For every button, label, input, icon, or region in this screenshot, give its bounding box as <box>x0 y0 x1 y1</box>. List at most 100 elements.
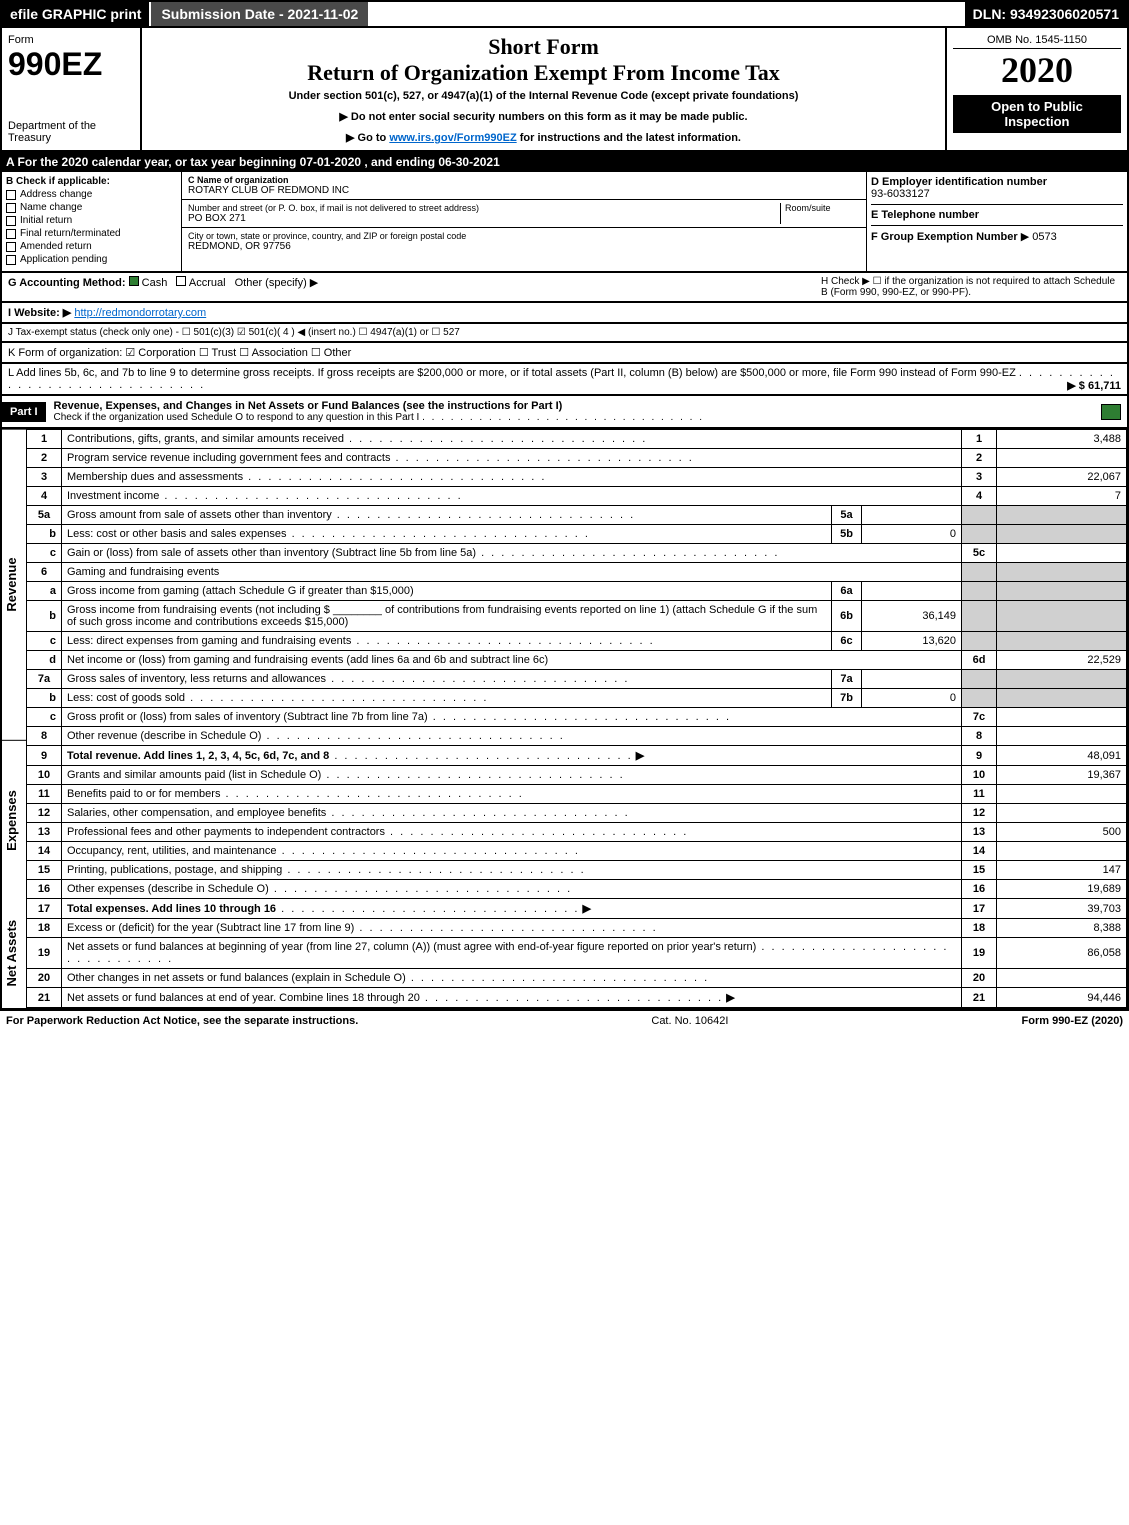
line-6: 6 Gaming and fundraising events <box>27 563 1127 582</box>
line-7a: 7a Gross sales of inventory, less return… <box>27 670 1127 689</box>
accounting-label: G Accounting Method: <box>8 277 126 289</box>
header-left: Form 990EZ Department of the Treasury <box>2 28 142 150</box>
line-5a: 5a Gross amount from sale of assets othe… <box>27 506 1127 525</box>
line-17: 17 Total expenses. Add lines 10 through … <box>27 899 1127 919</box>
footer-right: Form 990-EZ (2020) <box>1022 1015 1123 1027</box>
cb-accrual[interactable] <box>176 276 186 286</box>
group-exempt-label: F Group Exemption Number <box>871 231 1018 243</box>
netassets-label: Net Assets <box>2 899 26 1008</box>
omb-number: OMB No. 1545-1150 <box>953 34 1121 49</box>
line-8: 8 Other revenue (describe in Schedule O)… <box>27 727 1127 746</box>
ein-value: 93-6033127 <box>871 188 1123 200</box>
cb-cash[interactable] <box>129 276 139 286</box>
line-3: 3 Membership dues and assessments 3 22,0… <box>27 468 1127 487</box>
footer-left: For Paperwork Reduction Act Notice, see … <box>6 1015 358 1027</box>
section-b-label: B Check if applicable: <box>6 176 177 187</box>
short-form-title: Short Form <box>148 34 939 60</box>
expenses-label: Expenses <box>2 740 26 900</box>
line-6c: c Less: direct expenses from gaming and … <box>27 632 1127 651</box>
cb-pending[interactable]: Application pending <box>6 254 177 265</box>
line-5b: b Less: cost or other basis and sales ex… <box>27 525 1127 544</box>
line-14: 14 Occupancy, rent, utilities, and maint… <box>27 842 1127 861</box>
room-label: Room/suite <box>785 203 860 213</box>
irs-link[interactable]: www.irs.gov/Form990EZ <box>389 132 516 144</box>
line-6a: a Gross income from gaming (attach Sched… <box>27 582 1127 601</box>
line-9: 9 Total revenue. Add lines 1, 2, 3, 4, 5… <box>27 746 1127 766</box>
form-label: Form <box>8 34 134 46</box>
goto-notice: ▶ Go to www.irs.gov/Form990EZ for instru… <box>148 131 939 144</box>
line-21: 21 Net assets or fund balances at end of… <box>27 988 1127 1008</box>
line-6b: b Gross income from fundraising events (… <box>27 601 1127 632</box>
page-footer: For Paperwork Reduction Act Notice, see … <box>0 1010 1129 1031</box>
tax-year: 2020 <box>953 49 1121 91</box>
under-section: Under section 501(c), 527, or 4947(a)(1)… <box>148 90 939 102</box>
goto-text: ▶ Go to <box>346 132 389 144</box>
line-2: 2 Program service revenue including gove… <box>27 449 1127 468</box>
lines-table: 1 Contributions, gifts, grants, and simi… <box>26 429 1127 1008</box>
section-l-text: L Add lines 5b, 6c, and 7b to line 9 to … <box>8 367 1016 379</box>
group-exempt-value: ▶ 0573 <box>1021 231 1057 243</box>
section-h: H Check ▶ ☐ if the organization is not r… <box>821 276 1121 298</box>
org-name: ROTARY CLUB OF REDMOND INC <box>188 185 860 196</box>
ein-label: D Employer identification number <box>871 176 1123 188</box>
line-13: 13 Professional fees and other payments … <box>27 823 1127 842</box>
line-16: 16 Other expenses (describe in Schedule … <box>27 880 1127 899</box>
line-19: 19 Net assets or fund balances at beginn… <box>27 938 1127 969</box>
tax-period: A For the 2020 calendar year, or tax yea… <box>0 152 1129 172</box>
goto-suffix: for instructions and the latest informat… <box>517 132 741 144</box>
efile-print-label[interactable]: efile GRAPHIC print <box>2 2 149 26</box>
city-label: City or town, state or province, country… <box>188 231 860 241</box>
form-header: Form 990EZ Department of the Treasury Sh… <box>0 28 1129 152</box>
footer-mid: Cat. No. 10642I <box>651 1015 728 1027</box>
ssn-notice: ▶ Do not enter social security numbers o… <box>148 110 939 123</box>
cb-address-change[interactable]: Address change <box>6 189 177 200</box>
line-5c: c Gain or (loss) from sale of assets oth… <box>27 544 1127 563</box>
cb-amended[interactable]: Amended return <box>6 241 177 252</box>
section-def: D Employer identification number 93-6033… <box>867 172 1127 271</box>
line-4: 4 Investment income 4 7 <box>27 487 1127 506</box>
cb-initial-return[interactable]: Initial return <box>6 215 177 226</box>
line-7b: b Less: cost of goods sold 7b 0 <box>27 689 1127 708</box>
open-public: Open to Public Inspection <box>953 95 1121 133</box>
revenue-label: Revenue <box>2 429 26 740</box>
top-bar: efile GRAPHIC print Submission Date - 20… <box>0 0 1129 28</box>
part1-body: Revenue Expenses Net Assets 1 Contributi… <box>0 429 1129 1010</box>
street-value: PO BOX 271 <box>188 213 780 224</box>
website-url[interactable]: http://redmondorrotary.com <box>74 307 206 319</box>
header-center: Short Form Return of Organization Exempt… <box>142 28 947 150</box>
schedule-o-check[interactable] <box>1101 404 1121 420</box>
section-i: I Website: ▶ http://redmondorrotary.com <box>0 303 1129 324</box>
dln-number: DLN: 93492306020571 <box>965 2 1127 26</box>
part1-title: Revenue, Expenses, and Changes in Net As… <box>46 396 1101 427</box>
section-l-amount: ▶ $ 61,711 <box>1067 379 1121 392</box>
line-15: 15 Printing, publications, postage, and … <box>27 861 1127 880</box>
form-number: 990EZ <box>8 46 134 83</box>
section-gh: G Accounting Method: Cash Accrual Other … <box>0 273 1129 303</box>
city-value: REDMOND, OR 97756 <box>188 241 860 252</box>
org-name-label: C Name of organization <box>188 175 860 185</box>
dept-treasury: Department of the Treasury <box>8 120 134 144</box>
submission-date: Submission Date - 2021-11-02 <box>149 2 368 26</box>
line-7c: c Gross profit or (loss) from sales of i… <box>27 708 1127 727</box>
line-10: 10 Grants and similar amounts paid (list… <box>27 766 1127 785</box>
cb-final-return[interactable]: Final return/terminated <box>6 228 177 239</box>
section-b: B Check if applicable: Address change Na… <box>2 172 182 271</box>
website-label: I Website: ▶ <box>8 307 71 319</box>
line-18: 18 Excess or (deficit) for the year (Sub… <box>27 919 1127 938</box>
line-12: 12 Salaries, other compensation, and emp… <box>27 804 1127 823</box>
section-k: K Form of organization: ☑ Corporation ☐ … <box>0 343 1129 364</box>
info-grid: B Check if applicable: Address change Na… <box>0 172 1129 273</box>
street-label: Number and street (or P. O. box, if mail… <box>188 203 780 213</box>
line-20: 20 Other changes in net assets or fund b… <box>27 969 1127 988</box>
section-c: C Name of organization ROTARY CLUB OF RE… <box>182 172 867 271</box>
header-right: OMB No. 1545-1150 2020 Open to Public In… <box>947 28 1127 150</box>
part1-header: Part I Revenue, Expenses, and Changes in… <box>0 396 1129 429</box>
section-l: L Add lines 5b, 6c, and 7b to line 9 to … <box>0 364 1129 396</box>
line-1: 1 Contributions, gifts, grants, and simi… <box>27 430 1127 449</box>
cb-name-change[interactable]: Name change <box>6 202 177 213</box>
line-6d: d Net income or (loss) from gaming and f… <box>27 651 1127 670</box>
return-title: Return of Organization Exempt From Incom… <box>148 60 939 86</box>
part1-label: Part I <box>2 402 46 422</box>
phone-label: E Telephone number <box>871 209 1123 221</box>
section-j: J Tax-exempt status (check only one) - ☐… <box>0 324 1129 343</box>
